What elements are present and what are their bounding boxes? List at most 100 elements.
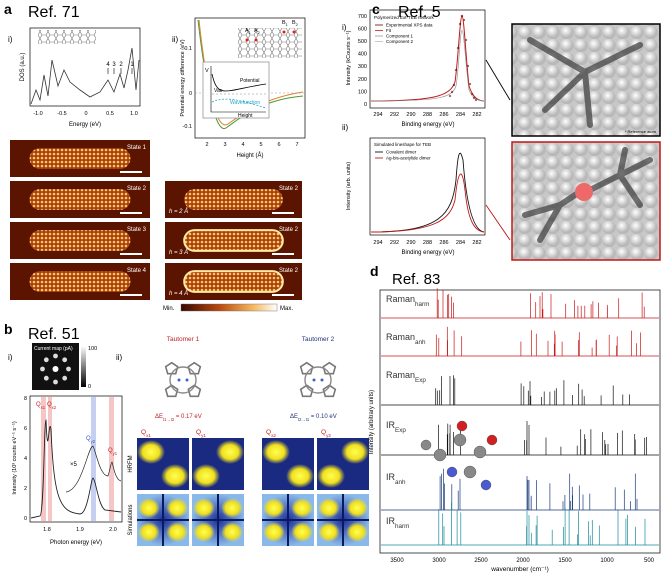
tick-label: 1.8 [43,527,51,533]
axis-label: Photon energy (eV) [50,540,102,546]
axis-label: wavenumber (cm⁻¹) [490,566,549,573]
map-label: h = 3 Å [169,249,188,256]
site-dot [292,30,296,34]
site-dot [254,38,258,42]
band [48,397,52,521]
sim-lobe [193,522,215,542]
label-main: Q [108,448,113,454]
curve [317,494,369,546]
label-sub: anh [415,339,426,346]
tick-label: 284 [456,112,465,118]
sub-label: Qy2 [321,429,331,438]
xps-point [472,96,476,100]
axis-label: Intensity (arbitrary units) [369,390,375,454]
label-sub: x2 [271,433,276,438]
curve [381,468,659,511]
label-main: Q [36,402,41,408]
curve [370,15,485,102]
axis-label: Intensity (arb. units) [346,162,352,210]
current-spot [66,366,71,372]
tick-label: 1500 [558,558,572,564]
legend-label: Experimental XPS data [386,23,433,28]
curve [381,326,659,357]
curve [192,494,244,546]
panel-letter: c [372,1,380,17]
label: * Reference atom [625,129,657,134]
axis-label: HRFM [128,455,134,472]
molecule-inset [238,28,302,58]
tick-label: 282 [472,240,481,246]
label-sub: 2 [296,23,298,27]
label: Polymerized Ext-TEB network [374,15,435,20]
frame [379,289,661,554]
label-main: Q [321,429,326,436]
label: 2 [119,62,123,68]
label: Height [238,113,253,119]
tick-label: 6 [277,142,280,148]
legend-label: Ag-bis-acetylide dimer [386,156,431,161]
label-main: Q [47,402,52,408]
stm-lattice [184,271,283,292]
map-label: State 4 [127,268,147,274]
pyrrole [187,361,202,375]
label-main: Raman [386,294,415,304]
hrfm-lobe [341,440,369,464]
label-main: Q [266,429,271,436]
tick-label: 0.5 [106,111,114,117]
current-spot [62,375,68,381]
tick-label: 2 [205,142,208,148]
tick-label: 4 [241,142,244,148]
curve [211,73,267,92]
xps-point [464,38,468,42]
curve [30,419,122,519]
sub-label: IRanh [386,472,406,486]
tick-label: 2.0 [109,527,117,533]
xps-point [450,90,454,94]
label-main: Q [141,429,146,436]
xps-point [474,98,478,102]
molecule-atom [453,433,467,447]
sim-lobe [221,498,243,518]
axis-label: Binding energy (eV) [401,250,454,256]
frame [29,395,123,523]
label-main: ΔE [155,414,163,420]
panel-ref: Ref. 51 [28,326,80,343]
stm-lattice [29,271,131,292]
label-sub: 1 [249,31,251,35]
tick-label: 3500 [390,558,404,564]
legend-label: Covalent dimer [386,150,417,155]
curve [262,494,314,546]
hrfm-lobe [286,464,314,488]
xps-point [460,14,464,18]
colorbar-label: 100 [88,346,97,352]
molecule-atom [480,479,492,491]
panel-letter: a [4,1,12,17]
tick-label: 1.0 [130,111,138,117]
sub-label: Qy1 [108,448,118,456]
panel-letter: b [4,321,13,337]
label-sub: 1 [286,23,288,27]
tick-label: 292 [390,112,399,118]
sim-lobe [138,522,160,542]
hrfm-lobe [137,440,165,464]
molecule-atom [446,466,458,478]
tick-label: 400 [358,52,367,58]
part-label: ii) [342,123,349,132]
axis-label: Height (Å) [236,152,263,159]
label-main: A [254,28,258,34]
current-spot [52,366,59,372]
colorbar-label: Max. [280,306,293,312]
axis-label: Intensity (10³ counts eV⁻¹ s⁻¹) [12,421,18,495]
label: 4 [106,62,110,68]
xps-point [468,82,472,86]
stm-edge [183,270,284,293]
curve [485,59,511,101]
tick-label: 4 [24,456,27,462]
part-label: i) [8,35,13,44]
label-main: IR [386,516,396,526]
sub-label: B1 [282,20,288,27]
label: ×5 [70,462,78,468]
tick-label: 288 [423,240,432,246]
hrfm-lobe [317,464,345,488]
